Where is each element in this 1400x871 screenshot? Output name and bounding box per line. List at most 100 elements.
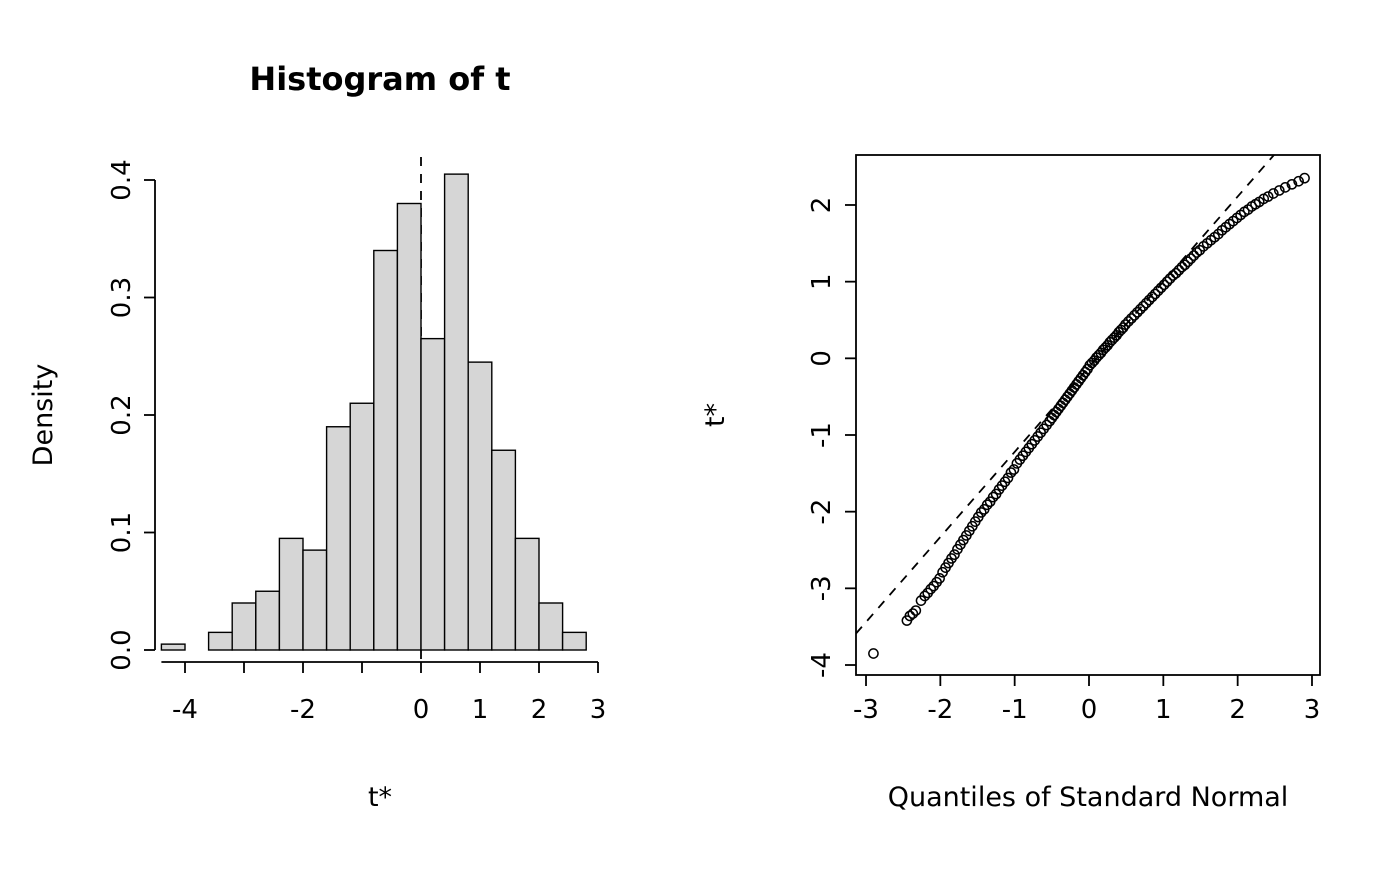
x-tick-label: -2 xyxy=(927,695,953,725)
y-tick-label: 0.2 xyxy=(107,394,137,435)
histogram-bar xyxy=(373,249,399,651)
qq-point xyxy=(1146,291,1158,303)
histogram-bar xyxy=(396,202,422,651)
x-tick-label: -2 xyxy=(290,695,316,725)
qq-point xyxy=(1134,303,1146,315)
x-tick-label: 3 xyxy=(1304,695,1321,725)
qq-xlabel: Quantiles of Standard Normal xyxy=(888,782,1289,813)
qq-point xyxy=(1262,191,1274,202)
x-tick-label: 0 xyxy=(1081,695,1098,725)
qq-plot-panel: -3 -2 -1 0 1 2 3 -4 -3 -2 -1 0 1 2 Quantiles of Stand… xyxy=(700,154,1321,813)
qq-point xyxy=(987,491,999,503)
qq-point xyxy=(1126,313,1137,324)
qq-point xyxy=(949,549,960,560)
histogram-bar xyxy=(207,631,233,651)
histogram-bar xyxy=(514,537,540,651)
qq-point xyxy=(934,573,945,584)
histogram-title: Histogram of t xyxy=(249,60,510,98)
qq-point xyxy=(1161,276,1173,288)
histogram-bar xyxy=(160,643,186,651)
qq-point xyxy=(1273,185,1285,196)
qq-point xyxy=(981,499,993,511)
histogram-bar xyxy=(231,602,257,651)
qq-point xyxy=(1176,261,1188,273)
qq-plot-box xyxy=(855,154,1321,676)
qq-point xyxy=(1167,270,1179,281)
qq-point xyxy=(1140,297,1152,309)
qq-point xyxy=(1188,250,1200,261)
histogram-bar xyxy=(443,173,469,651)
histogram-bar xyxy=(491,449,517,651)
histogram-bar xyxy=(420,337,446,651)
y-tick-label: 0.4 xyxy=(107,159,137,200)
qq-point xyxy=(1158,279,1170,291)
qq-point xyxy=(1170,267,1182,279)
qq-point xyxy=(1267,188,1279,199)
qq-point xyxy=(1008,464,1020,475)
x-tick-label: -3 xyxy=(853,695,879,725)
x-tick-label: 2 xyxy=(531,695,548,725)
qq-point xyxy=(925,583,937,595)
qq-point xyxy=(1173,264,1185,276)
qq-point xyxy=(1279,182,1291,193)
qq-point xyxy=(1117,322,1129,334)
qq-point xyxy=(1179,259,1191,271)
x-tick-label: 1 xyxy=(1155,695,1172,725)
y-tick-label: 1 xyxy=(807,273,837,290)
y-tick-label: 0 xyxy=(807,350,837,367)
x-tick-label: 3 xyxy=(590,695,607,725)
qq-point xyxy=(1152,285,1164,297)
histogram-ylabel: Density xyxy=(28,364,59,467)
histogram-bar xyxy=(538,602,564,651)
qq-point xyxy=(907,608,919,619)
qq-point xyxy=(868,648,879,659)
y-tick-label: -4 xyxy=(807,652,837,678)
qq-point xyxy=(1002,472,1014,484)
qq-point xyxy=(1185,253,1197,265)
x-tick-label: -4 xyxy=(172,695,198,725)
histogram-plot-area: 0.0 0.1 0.2 0.3 0.4 -4 -2 0 1 2 3 xyxy=(107,157,606,725)
x-tick-label: 1 xyxy=(472,695,489,725)
histogram-bar xyxy=(561,631,587,651)
histogram-bar xyxy=(325,426,351,651)
qq-point xyxy=(975,507,987,518)
histogram-panel: Histogram of t 0.0 0.1 0.2 0.3 0.4 -4 -2 0 1 2 3 t… xyxy=(28,60,606,813)
y-tick-label: -1 xyxy=(807,422,837,448)
qq-point xyxy=(1128,310,1140,321)
histogram-xlabel: t* xyxy=(368,782,392,813)
qq-point xyxy=(1286,178,1298,190)
y-tick-label: -3 xyxy=(807,575,837,601)
histogram-bar xyxy=(255,590,281,651)
qq-point xyxy=(1182,256,1194,268)
qq-point xyxy=(904,610,916,622)
qq-point xyxy=(910,605,922,616)
histogram-bar xyxy=(349,402,375,651)
qq-ylabel: t* xyxy=(700,403,731,427)
histogram-bar xyxy=(302,549,328,651)
qq-point xyxy=(1143,294,1155,306)
y-tick-label: -2 xyxy=(807,499,837,525)
qq-point xyxy=(1293,175,1304,187)
qq-plot-area: -3 -2 -1 0 1 2 3 -4 -3 -2 -1 0 1 2 xyxy=(807,154,1321,725)
qq-point xyxy=(1149,288,1161,300)
y-tick-label: 0.3 xyxy=(107,277,137,318)
x-tick-label: -1 xyxy=(1002,695,1028,725)
qq-point xyxy=(1120,319,1131,330)
qq-point xyxy=(1299,172,1310,184)
qq-point xyxy=(1191,247,1203,258)
x-tick-label: 2 xyxy=(1229,695,1246,725)
qq-point xyxy=(1155,282,1167,294)
qq-point xyxy=(1123,316,1134,327)
qq-point xyxy=(1137,300,1149,312)
histogram-bar xyxy=(467,361,493,651)
y-tick-label: 0.1 xyxy=(107,512,137,553)
y-tick-label: 2 xyxy=(807,197,837,214)
qq-point xyxy=(1005,467,1017,478)
qq-point xyxy=(1164,273,1176,284)
qq-point xyxy=(919,590,931,602)
y-tick-label: 0.0 xyxy=(107,629,137,670)
x-tick-label: 0 xyxy=(413,695,430,725)
histogram-bar xyxy=(278,537,304,651)
